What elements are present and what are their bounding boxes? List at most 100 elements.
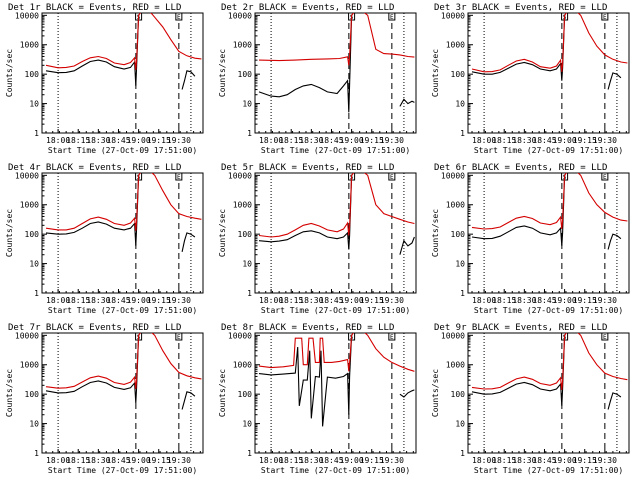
x-tick-label: 18:15 [66, 456, 90, 465]
y-tick-label: 10 [29, 100, 39, 109]
x-tick-label: 18:30 [299, 136, 323, 145]
x-tick-label: 18:30 [299, 456, 323, 465]
chart-panel-5: Det 5r BLACK = Events, RED = LLD 1 10 100 10… [218, 163, 417, 315]
y-tick-label: 100 [25, 70, 40, 79]
x-axis-label: Start Time (27-Oct-09 17:51:00) [474, 306, 623, 315]
marker-box-label: E [177, 334, 181, 341]
x-tick-label: 18:00 [259, 456, 283, 465]
y-axis-label: Counts/sec [5, 49, 14, 97]
y-axis-label: Counts/sec [218, 209, 227, 257]
x-tick-label: 18:30 [86, 456, 110, 465]
x-tick-label: 18:15 [279, 136, 303, 145]
series-line-3 [258, 333, 415, 372]
y-tick-label: 1 [34, 289, 39, 298]
series-line-1 [258, 335, 353, 427]
y-tick-label: 10 [455, 420, 465, 429]
y-tick-label: 10000 [15, 11, 39, 20]
y-tick-label: 10 [29, 420, 39, 429]
marker-box-label: E [177, 174, 181, 181]
x-tick-label: 18:00 [46, 456, 70, 465]
x-tick-label: 19:30 [380, 136, 404, 145]
x-tick-label: 18:45 [106, 456, 130, 465]
chart-title: Det 7r BLACK = Events, RED = LLD [8, 323, 181, 333]
y-axis-label: Counts/sec [218, 369, 227, 417]
y-tick-label: 10000 [15, 171, 39, 180]
x-tick-label: 19:15 [573, 296, 597, 305]
series-line-3 [471, 173, 628, 230]
chart-panel-6: Det 6r BLACK = Events, RED = LLD 1 10 100 10… [431, 163, 630, 315]
chart-panel-7: Det 7r BLACK = Events, RED = LLD 1 10 100 10… [5, 323, 204, 475]
marker-box-label: E [603, 334, 607, 341]
chart-title: Det 8r BLACK = Events, RED = LLD [221, 323, 394, 333]
x-tick-label: 19:30 [593, 456, 617, 465]
y-tick-label: 1000 [20, 201, 39, 210]
plot-frame [467, 172, 630, 294]
y-tick-label: 1000 [20, 361, 39, 370]
x-tick-label: 18:30 [86, 136, 110, 145]
y-tick-label: 10000 [15, 331, 39, 340]
y-tick-label: 1 [460, 449, 465, 458]
chart-panel-4: Det 4r BLACK = Events, RED = LLD 1 10 100 10… [5, 163, 204, 315]
series-line-3 [258, 13, 415, 66]
y-axis-label: Counts/sec [5, 209, 14, 257]
x-tick-label: 18:45 [319, 136, 343, 145]
y-tick-label: 1 [247, 289, 252, 298]
y-tick-label: 1000 [446, 361, 465, 370]
x-tick-label: 19:00 [127, 136, 151, 145]
y-tick-label: 100 [25, 230, 40, 239]
series-line-3 [471, 333, 628, 390]
x-tick-label: 18:15 [492, 136, 516, 145]
x-tick-label: 18:15 [492, 296, 516, 305]
plot-frame [254, 172, 417, 294]
y-axis-label: Counts/sec [5, 369, 14, 417]
series-line-1 [45, 175, 140, 246]
y-tick-label: 1 [34, 129, 39, 138]
y-tick-label: 100 [451, 230, 466, 239]
y-tick-label: 1 [34, 449, 39, 458]
marker-box-label: E [603, 174, 607, 181]
series-line-3 [45, 333, 202, 390]
marker-box-label: E [177, 14, 181, 21]
y-tick-label: 1 [247, 129, 252, 138]
y-tick-label: 10000 [441, 331, 465, 340]
x-tick-label: 19:30 [167, 296, 191, 305]
chart-panel-9: Det 9r BLACK = Events, RED = LLD 1 10 100 10… [431, 323, 630, 475]
y-axis-label: Counts/sec [431, 209, 440, 257]
y-tick-label: 10 [29, 260, 39, 269]
x-tick-label: 18:45 [319, 296, 343, 305]
marker-box [388, 12, 396, 21]
series-line-1 [471, 175, 566, 246]
x-tick-label: 18:45 [319, 456, 343, 465]
marker-box [175, 172, 183, 181]
y-tick-label: 10000 [441, 11, 465, 20]
series-line-3 [45, 173, 202, 231]
series-line-3 [45, 13, 202, 70]
marker-box [601, 12, 609, 21]
chart-panel-1: Det 1r BLACK = Events, RED = LLD 1 10 100 10… [5, 3, 204, 155]
x-tick-label: 18:00 [46, 296, 70, 305]
x-tick-label: 18:00 [46, 136, 70, 145]
plot-frame [467, 332, 630, 454]
chart-title: Det 9r BLACK = Events, RED = LLD [434, 323, 607, 333]
series-line-1 [471, 15, 566, 81]
y-tick-label: 100 [451, 70, 466, 79]
marker-box [175, 332, 183, 341]
x-axis-label: Start Time (27-Oct-09 17:51:00) [474, 146, 623, 155]
x-axis-label: Start Time (27-Oct-09 17:51:00) [48, 466, 197, 475]
chart-title: Det 2r BLACK = Events, RED = LLD [221, 3, 394, 13]
chart-title: Det 5r BLACK = Events, RED = LLD [221, 163, 394, 173]
marker-box-label: E [390, 174, 394, 181]
x-tick-label: 18:30 [512, 136, 536, 145]
series-line-2 [399, 98, 415, 107]
marker-box-label: E [603, 14, 607, 21]
y-tick-label: 1000 [20, 41, 39, 50]
x-tick-label: 18:15 [66, 296, 90, 305]
y-axis-label: Counts/sec [431, 49, 440, 97]
y-tick-label: 10000 [228, 171, 252, 180]
plot-frame [254, 12, 417, 134]
marker-box [175, 12, 183, 21]
x-tick-label: 18:45 [532, 136, 556, 145]
marker-box [388, 332, 396, 341]
series-line-2 [181, 232, 196, 253]
